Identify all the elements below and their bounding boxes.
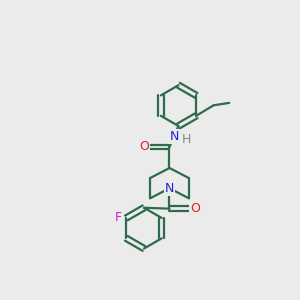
Text: N: N: [165, 182, 174, 195]
Text: O: O: [191, 202, 200, 215]
Text: F: F: [114, 212, 122, 224]
Text: O: O: [139, 140, 149, 154]
Text: H: H: [182, 133, 191, 146]
Text: N: N: [169, 130, 179, 143]
